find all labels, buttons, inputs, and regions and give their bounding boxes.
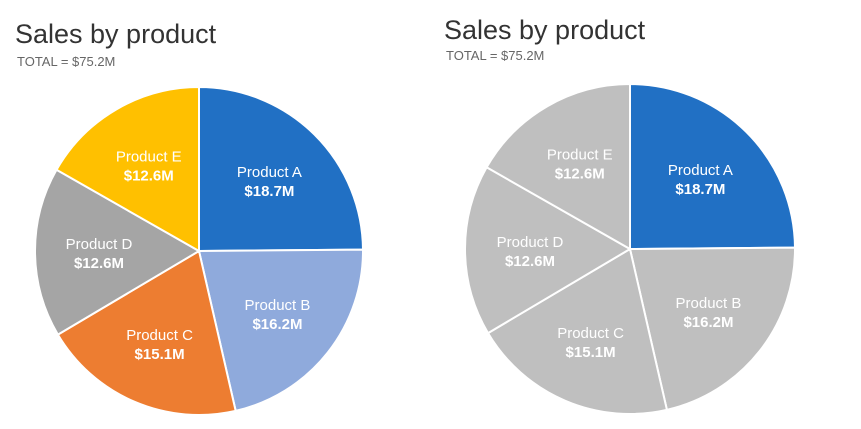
pie-slice-product-d [464,166,631,335]
slice-label-product-b: Product B [245,297,311,314]
slice-value-product-a: $18.7M [675,181,725,198]
slice-value-product-a: $18.7M [244,183,294,200]
pie-slice-product-d [34,168,200,336]
slice-label-product-d: Product D [497,234,564,251]
pie-chart-panel-right: Product A $18.7M Product B $16.2M Product C $… [430,0,860,429]
slice-value-product-b: $16.2M [252,316,302,333]
slice-value-product-e: $12.6M [124,168,174,185]
pie-slice-product-e [55,86,200,252]
slice-label-product-a: Product A [668,162,733,179]
pie-slice-product-b [198,248,364,412]
slice-value-product-d: $12.6M [74,255,124,272]
pie-slice-product-e [485,83,631,250]
slice-value-product-e: $12.6M [555,166,605,183]
chart-subtitle: TOTAL = $75.2M [17,54,116,69]
slice-label-product-e: Product E [547,147,613,164]
slice-label-product-c: Product C [557,325,624,342]
pie-slice-product-c [56,250,237,416]
pie-slice-product-b [629,246,796,411]
chart-title: Sales by product [15,19,217,49]
pie-chart-svg: Product A $18.7M Product B $16.2M Product C $… [34,86,364,416]
pie-slice-product-a [198,86,364,252]
chart-title: Sales by product [444,15,646,45]
slice-value-product-d: $12.6M [505,253,555,270]
slice-label-product-b: Product B [676,295,742,312]
slice-label-product-d: Product D [66,236,133,253]
pie-slice-product-a [629,83,796,250]
chart-subtitle: TOTAL = $75.2M [446,48,545,63]
slice-value-product-b: $16.2M [683,314,733,331]
slice-label-product-a: Product A [237,164,302,181]
pie-slice-product-c [487,248,668,415]
slice-value-product-c: $15.1M [135,346,185,363]
slice-label-product-e: Product E [116,149,182,166]
pie-chart-svg: Product A $18.7M Product B $16.2M Product C $… [464,83,796,415]
slice-value-product-c: $15.1M [566,344,616,361]
slice-label-product-c: Product C [126,327,193,344]
pie-chart-panel-left: Product A $18.7M Product B $16.2M Product C $… [0,0,430,429]
